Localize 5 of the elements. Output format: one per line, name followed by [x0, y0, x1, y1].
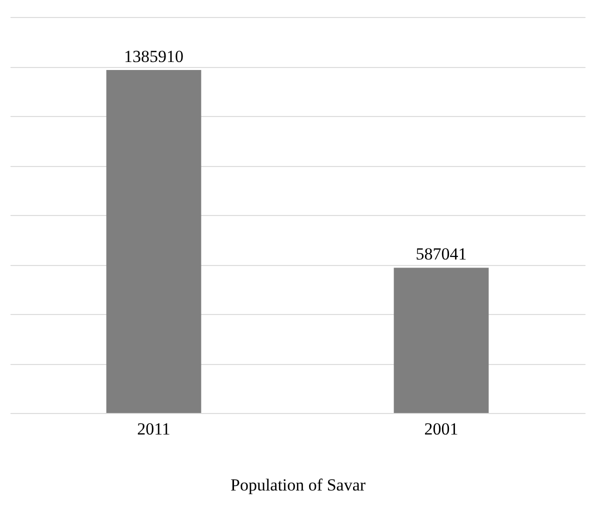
x-tick-label: 2001: [424, 420, 458, 438]
data-label: 1385910: [124, 46, 184, 66]
data-label: 587041: [416, 244, 467, 264]
x-axis-title: Population of Savar: [230, 476, 366, 494]
x-tick-label: 2011: [137, 420, 170, 438]
